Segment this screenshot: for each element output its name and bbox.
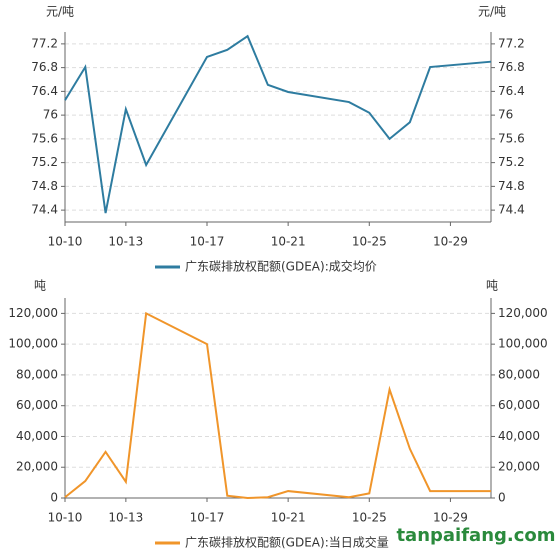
y-tick-label: 20,000	[16, 460, 58, 474]
line	[64, 34, 492, 214]
y-tick-label: 76	[498, 108, 513, 122]
y-tick-label: 120,000	[8, 306, 58, 320]
x-tick-label: 10-29	[433, 235, 468, 249]
legend-label: 广东碳排放权配额(GDEA):成交均价	[185, 259, 377, 274]
y-tick-label: 74.4	[498, 203, 525, 217]
y-tick-label: 20,000	[498, 460, 540, 474]
y-tick-label: 75.2	[31, 155, 58, 169]
y-tick-label: 0	[50, 491, 58, 505]
x-tick-label: 10-17	[190, 511, 225, 525]
x-tick-label: 10-10	[48, 235, 83, 249]
y-unit-right: 吨	[486, 279, 498, 293]
y-tick-label: 74.4	[31, 203, 58, 217]
y-tick-label: 77.2	[31, 36, 58, 50]
y-tick-label: 120,000	[498, 306, 548, 320]
y-tick-label: 76	[43, 108, 58, 122]
y-unit-left: 元/吨	[46, 5, 74, 19]
y-tick-label: 100,000	[498, 337, 548, 351]
line	[64, 311, 491, 500]
y-tick-label: 80,000	[16, 367, 58, 381]
y-unit-left: 吨	[34, 279, 46, 293]
x-tick-label: 10-25	[352, 235, 387, 249]
y-tick-label: 75.6	[498, 131, 525, 145]
x-tick-label: 10-13	[108, 235, 143, 249]
y-unit-right: 元/吨	[478, 5, 506, 19]
y-tick-label: 75.6	[31, 131, 58, 145]
x-tick-label: 10-17	[190, 235, 225, 249]
y-tick-label: 40,000	[16, 429, 58, 443]
y-tick-label: 76.4	[498, 84, 525, 98]
watermark: tanpaifang.com	[396, 525, 555, 546]
y-tick-label: 76.8	[498, 60, 525, 74]
y-tick-label: 60,000	[498, 398, 540, 412]
x-tick-label: 10-13	[108, 511, 143, 525]
y-tick-label: 100,000	[8, 337, 58, 351]
y-tick-label: 60,000	[16, 398, 58, 412]
y-tick-label: 74.8	[31, 179, 58, 193]
x-tick-label: 10-21	[271, 235, 306, 249]
y-tick-label: 76.4	[31, 84, 58, 98]
y-tick-label: 40,000	[498, 429, 540, 443]
y-tick-label: 74.8	[498, 179, 525, 193]
y-tick-label: 75.2	[498, 155, 525, 169]
y-tick-label: 76.8	[31, 60, 58, 74]
x-tick-label: 10-29	[433, 511, 468, 525]
x-tick-label: 10-21	[271, 511, 306, 525]
y-tick-label: 77.2	[498, 36, 525, 50]
x-tick-label: 10-25	[352, 511, 387, 525]
y-tick-label: 0	[498, 491, 506, 505]
x-tick-label: 10-10	[48, 511, 83, 525]
legend-label: 广东碳排放权配额(GDEA):当日成交量	[185, 535, 389, 550]
y-tick-label: 80,000	[498, 367, 540, 381]
